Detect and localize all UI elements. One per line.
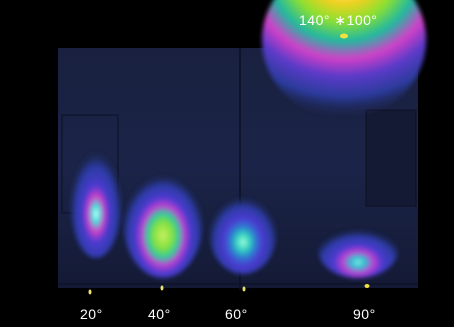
- beam-pattern-top: [262, 0, 426, 118]
- beam-pattern-90: [318, 222, 398, 278]
- beam-pattern-40: [123, 166, 203, 278]
- label-90-degree: 90°: [353, 306, 376, 322]
- right-panel: [365, 109, 417, 207]
- lamp-marker-60: [242, 286, 246, 292]
- beam-pattern-60: [209, 190, 277, 274]
- label-40-degree: 40°: [148, 306, 171, 322]
- lamp-marker-90: [364, 284, 370, 288]
- lamp-marker-top: [340, 33, 348, 39]
- label-top-beams: 140° ∗100°: [299, 12, 378, 28]
- label-20-degree: 20°: [80, 306, 103, 322]
- label-60-degree: 60°: [225, 306, 248, 322]
- lamp-marker-40: [160, 285, 164, 291]
- lamp-marker-20: [88, 289, 92, 295]
- beam-pattern-20: [70, 142, 122, 258]
